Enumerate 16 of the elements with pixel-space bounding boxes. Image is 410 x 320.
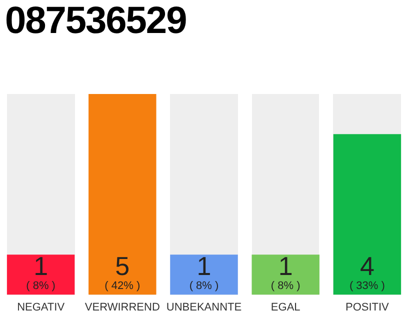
annotation: ( 33% ): [349, 280, 385, 292]
chart-title: 087536529: [5, 0, 186, 43]
data-label: 1: [34, 250, 48, 281]
x-tick-label: VERWIRREND: [84, 301, 160, 314]
annotation: ( 8% ): [189, 280, 219, 292]
x-tick-label: POSITIV: [345, 301, 390, 314]
x-tick-label: UNBEKANNTE: [166, 301, 242, 314]
data-label: 5: [115, 250, 130, 281]
data-label: 1: [196, 250, 212, 281]
x-tick-label: EGAL: [270, 301, 300, 314]
data-label: 4: [360, 250, 374, 281]
data-label: 1: [278, 250, 293, 281]
x-tick-label: NEGATIV: [17, 301, 66, 314]
annotation: ( 8% ): [270, 280, 300, 292]
annotation: ( 8% ): [26, 280, 56, 292]
annotation: ( 42% ): [104, 280, 140, 292]
